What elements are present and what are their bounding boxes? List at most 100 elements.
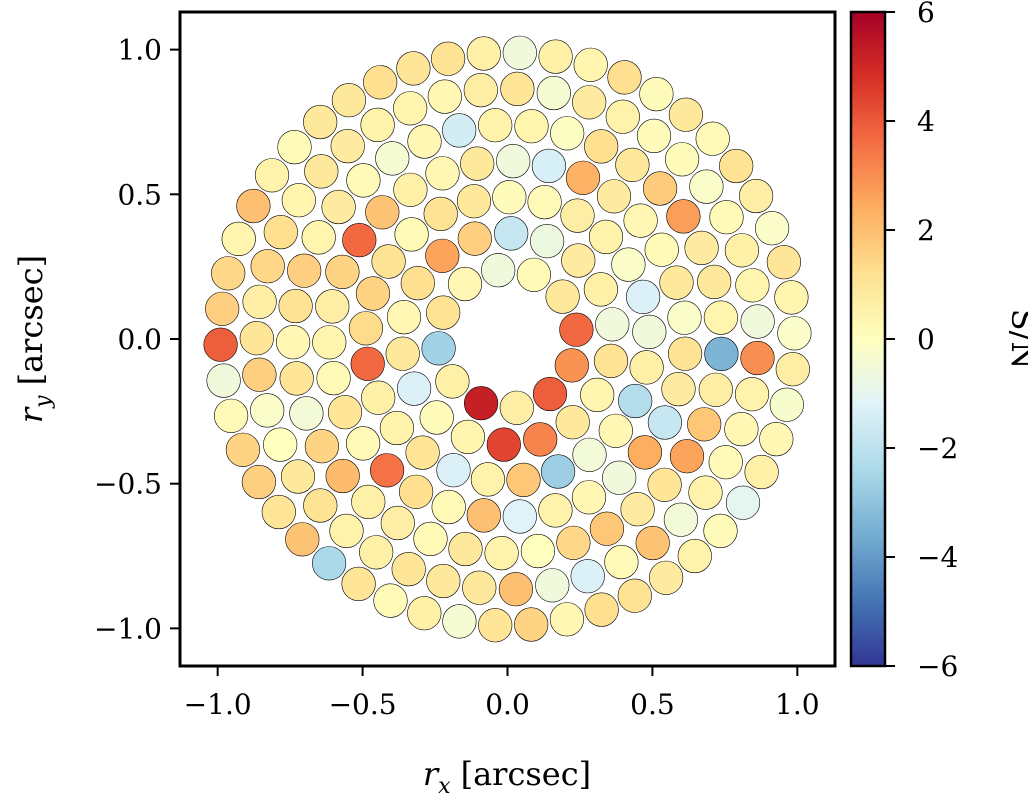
aperture-point [664,142,700,177]
aperture-point [303,488,338,523]
aperture-point [529,224,565,259]
aperture-point [538,493,573,528]
aperture-point [688,475,723,510]
x-tick-label: 1.0 [775,688,820,721]
aperture-point [559,312,594,347]
aperture-point [687,407,722,442]
aperture-point [242,284,277,319]
x-tick-label: −1.0 [184,688,252,721]
aperture-point [431,489,466,525]
aperture-point [312,325,347,360]
aperture-point [407,596,442,631]
aperture-point [595,307,630,342]
aperture-point [617,578,652,613]
colorbar-tick-label: −4 [917,541,958,574]
aperture-point [647,405,683,440]
aperture-point [572,437,607,472]
colorbar-label: S/N [1004,309,1028,370]
aperture-point [393,91,428,126]
aperture-point [607,60,642,95]
aperture-point [463,73,498,108]
aperture-point [635,525,670,561]
colorbar-tick-label: 4 [917,105,935,138]
aperture-point [604,544,639,580]
aperture-point [554,348,589,383]
aperture-point [359,535,394,570]
aperture-point [618,383,653,419]
aperture-point [642,171,678,206]
aperture-point [496,144,531,179]
aperture-point [363,65,398,100]
aperture-point [725,485,761,520]
aperture-point [499,390,534,425]
aperture-point [605,99,640,134]
aperture-point [502,35,537,70]
aperture-point [593,343,629,379]
aperture-point [514,109,549,144]
colorbar-tick-label: 6 [917,0,935,29]
aperture-point [261,494,296,530]
aperture-point [486,427,521,462]
aperture-point [759,422,794,457]
aperture-point [470,462,506,497]
aperture-point [535,568,570,603]
aperture-point [466,498,501,533]
aperture-point [573,47,608,82]
aperture-point [481,253,516,288]
aperture-point [425,156,460,191]
aperture-point [329,513,364,549]
aperture-point [397,371,432,406]
aperture-point [583,272,619,307]
aperture-point [565,160,601,195]
aperture-point [719,148,754,184]
aperture-point [450,419,486,455]
aperture-point [405,435,440,470]
aperture-point [285,522,320,557]
aperture-point [523,422,558,457]
aperture-point [426,563,461,599]
aperture-point [556,525,591,560]
aperture-point [666,199,701,234]
aperture-point [708,445,743,480]
aperture-point [241,464,276,500]
aperture-point [570,559,605,594]
x-axis-label: rx [arcsec] [423,755,591,798]
y-axis-label: ry[arcsec] [12,255,56,423]
aperture-point [379,410,415,446]
aperture-point [425,238,460,273]
aperture-point [738,178,774,214]
aperture-point [327,395,363,430]
aperture-point [385,336,420,371]
aperture-point [325,458,360,494]
aperture-point [365,195,400,230]
aperture-point [203,327,238,362]
aperture-point [419,400,454,435]
aperture-point [407,124,442,159]
aperture-point [506,462,541,498]
aperture-point [478,108,513,143]
aperture-point [498,572,534,607]
y-tick-label: 1.0 [117,34,162,67]
aperture-point [625,279,661,315]
aperture-point [580,377,615,413]
aperture-point [375,141,410,176]
aperture-point [545,279,580,314]
aperture-point [263,215,298,250]
colorbar-tick-label: 0 [917,323,935,356]
aperture-point [596,179,632,214]
aperture-point [697,264,732,300]
aperture-point [386,300,422,335]
aperture-point [277,130,312,165]
colorbar [849,10,887,668]
aperture-point [584,129,619,164]
aperture-point [361,380,396,415]
aperture-point [391,551,426,587]
aperture-point [689,169,724,204]
aperture-point [766,245,802,280]
aperture-point [540,454,576,489]
aperture-point [276,325,311,360]
plot-area [203,35,812,643]
colorbar-tick-label: −2 [917,432,958,465]
aperture-point [225,432,260,467]
